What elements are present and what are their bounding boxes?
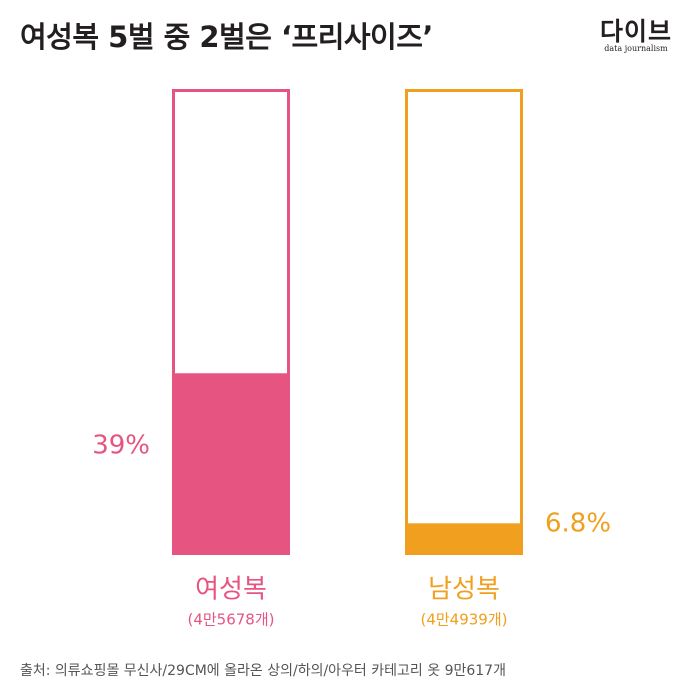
bar-fill-0 xyxy=(172,373,290,555)
dive-logo: 다이브 data journalism xyxy=(590,17,682,54)
value-label-0: 39% xyxy=(92,431,150,461)
logo-wordmark: 다이브 xyxy=(599,17,672,46)
category-count-0: (4만5678개) xyxy=(187,611,274,629)
category-count-1: (4만4939개) xyxy=(420,611,507,629)
category-label-1: 남성복 xyxy=(428,575,500,605)
category-label-0: 여성복 xyxy=(195,575,267,605)
chart-title: 여성복 5벌 중 2벌은 ‘프리사이즈’ xyxy=(20,20,433,54)
bar-outline-0 xyxy=(172,89,290,555)
value-label-1: 6.8% xyxy=(545,509,611,539)
logo-tagline: data journalism xyxy=(604,44,668,53)
bar-fill-1 xyxy=(405,523,523,555)
source-note: 출처: 의류쇼핑몰 무신사/29CM에 올라온 상의/하의/아우터 카테고리 옷… xyxy=(20,663,506,679)
bar-outline-1 xyxy=(405,89,523,555)
